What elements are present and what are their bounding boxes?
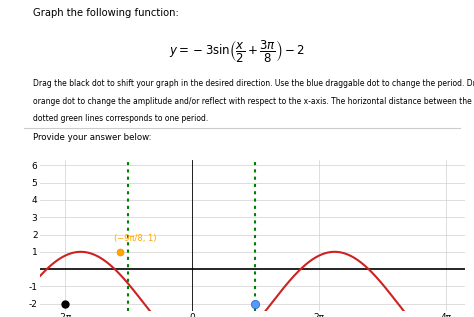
Text: orange dot to change the amplitude and/or reflect with respect to the x-axis. Th: orange dot to change the amplitude and/o… — [33, 97, 474, 106]
Text: Graph the following function:: Graph the following function: — [33, 8, 179, 18]
Text: (−9π/8, 1): (−9π/8, 1) — [114, 234, 157, 243]
Text: Provide your answer below:: Provide your answer below: — [33, 133, 152, 142]
Text: $y = -3\sin\!\left(\dfrac{x}{2}+\dfrac{3\pi}{8}\right)-2$: $y = -3\sin\!\left(\dfrac{x}{2}+\dfrac{3… — [169, 38, 305, 64]
Text: Drag the black dot to shift your graph in the desired direction. Use the blue dr: Drag the black dot to shift your graph i… — [33, 79, 474, 88]
Text: dotted green lines corresponds to one period.: dotted green lines corresponds to one pe… — [33, 114, 209, 123]
